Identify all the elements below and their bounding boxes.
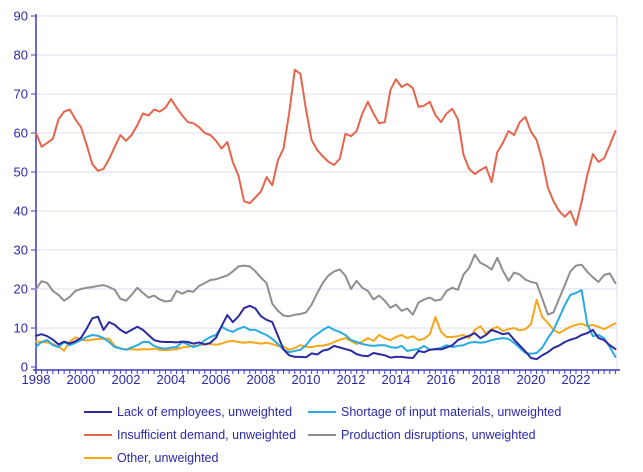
y-axis-label: 60	[14, 126, 28, 141]
y-axis-label: 30	[14, 243, 28, 258]
legend-label: Insufficient demand, unweighted	[117, 427, 297, 442]
x-axis-label: 2006	[202, 372, 231, 387]
legend-item-production-disruptions: Production disruptions, unweighted	[308, 423, 561, 446]
x-axis-label: 2014	[382, 372, 411, 387]
y-axis-label: 20	[14, 282, 28, 297]
y-axis-label: 90	[14, 9, 28, 24]
legend-item-insufficient-demand: Insufficient demand, unweighted	[84, 423, 296, 446]
x-axis-label: 2020	[517, 372, 546, 387]
x-axis-label: 1998	[22, 372, 51, 387]
y-axis-label: 10	[14, 321, 28, 336]
y-axis-label: 80	[14, 48, 28, 63]
series-line-production-disruptions	[35, 253, 617, 318]
series-line-insufficient-demand	[35, 68, 617, 226]
legend-column-1: Lack of employees, unweighted Insufficie…	[84, 400, 296, 469]
x-axis-label: 2002	[112, 372, 141, 387]
legend-label: Production disruptions, unweighted	[341, 427, 536, 442]
legend-swatch-line-icon	[84, 433, 112, 436]
series-line-shortage-of-input-materials	[35, 289, 617, 358]
x-axis-label: 2008	[247, 372, 276, 387]
x-axis-label: 2016	[427, 372, 456, 387]
x-axis-label: 2010	[292, 372, 321, 387]
legend-column-2: Shortage of input materials, unweighted …	[308, 400, 561, 446]
legend-swatch-line-icon	[84, 456, 112, 459]
y-axis-label: 0	[21, 360, 28, 375]
legend-label: Other, unweighted	[117, 450, 219, 465]
legend-label: Shortage of input materials, unweighted	[341, 404, 562, 419]
legend-item-shortage-of-input-materials: Shortage of input materials, unweighted	[308, 400, 561, 423]
x-axis-label: 2000	[67, 372, 96, 387]
legend-swatch-line-icon	[308, 410, 336, 413]
x-axis-label: 2022	[562, 372, 591, 387]
legend-item-lack-of-employees: Lack of employees, unweighted	[84, 400, 296, 423]
y-axis-label: 40	[14, 204, 28, 219]
legend-label: Lack of employees, unweighted	[117, 404, 293, 419]
y-axis-label: 50	[14, 165, 28, 180]
x-axis-label: 2004	[157, 372, 186, 387]
series-line-other	[35, 298, 617, 352]
legend-item-other: Other, unweighted	[84, 446, 296, 469]
x-axis-label: 2018	[472, 372, 501, 387]
x-axis-label: 2012	[337, 372, 366, 387]
series-line-lack-of-employees	[35, 304, 617, 361]
legend-swatch-line-icon	[308, 433, 336, 436]
y-axis-label: 70	[14, 87, 28, 102]
legend-swatch-line-icon	[84, 410, 112, 413]
